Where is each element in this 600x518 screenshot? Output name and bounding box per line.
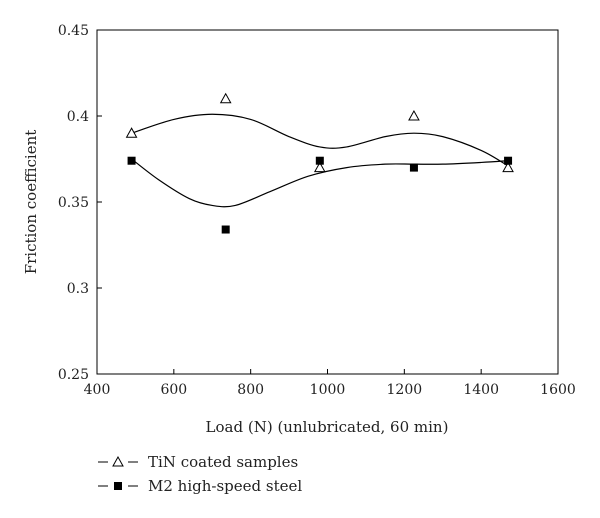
legend: TiN coated samples M2 high-speed steel	[96, 450, 302, 498]
y-tick-label-2: 0.35	[58, 195, 89, 211]
legend-label-tin: TiN coated samples	[148, 453, 299, 471]
x-tick-label-1400: 1400	[463, 382, 499, 398]
legend-item-tin: TiN coated samples	[96, 450, 302, 474]
data-point-series-1-2	[315, 156, 324, 165]
fit-curve-series-1	[131, 158, 509, 208]
x-tick-label-1000: 1000	[310, 382, 346, 398]
data-point-series-0-2	[313, 161, 326, 173]
legend-symbol-square-icon	[98, 482, 138, 490]
data-point-series-1-3	[409, 163, 418, 172]
legend-symbol-triangle-icon	[98, 455, 138, 467]
data-point-series-1-1	[221, 225, 230, 234]
data-point-series-1-4	[504, 156, 513, 165]
x-tick-label-400: 400	[84, 382, 111, 398]
fit-curve-series-0	[131, 113, 509, 167]
x-tick-label-600: 600	[160, 382, 187, 398]
data-point-series-0-0	[125, 127, 138, 138]
y-tick-label-4: 0.45	[58, 23, 89, 39]
y-tick-label-3: 0.4	[67, 109, 89, 125]
chart: 400 600 800 1000 1200 1400 1600 0.25 0.3 0.35 0.4 0…	[22, 23, 576, 436]
legend-label-m2: M2 high-speed steel	[148, 477, 303, 495]
data-point-series-0-3	[408, 109, 420, 121]
x-axis-title: Load (N) (unlubricated, 60 min)	[206, 418, 449, 436]
y-tick-label-1: 0.3	[67, 281, 89, 297]
y-tick-label-0: 0.25	[58, 367, 89, 383]
y-axis-title: Friction coefficient	[22, 130, 40, 275]
x-tick-label-1200: 1200	[387, 382, 423, 398]
data-point-series-1-0	[127, 156, 136, 165]
data-point-series-0-4	[502, 161, 514, 173]
legend-item-m2: M2 high-speed steel	[96, 474, 302, 498]
plot-area	[96, 29, 559, 375]
data-point-series-0-1	[219, 92, 232, 104]
x-tick-label-1600: 1600	[540, 382, 576, 398]
x-tick-label-800: 800	[237, 382, 264, 398]
